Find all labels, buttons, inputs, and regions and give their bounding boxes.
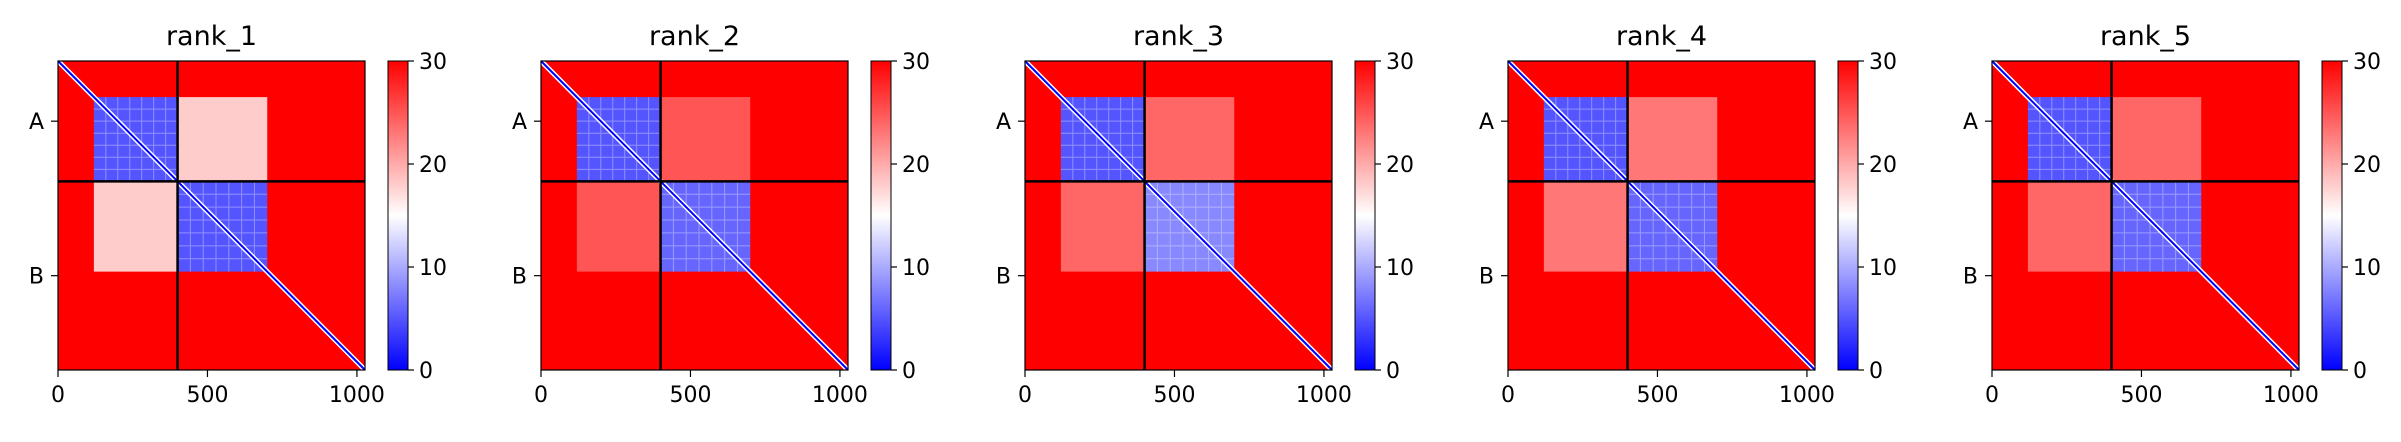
x-tick-label: 1000 [329, 383, 385, 408]
colorbar-tick-label: 0 [419, 359, 433, 384]
colorbar-tick-label: 20 [2353, 153, 2381, 178]
x-tick-label: 0 [534, 383, 548, 408]
x-tick-label: 1000 [812, 383, 868, 408]
colorbar [2321, 60, 2343, 371]
panel-title: rank_1 [166, 21, 257, 52]
y-tick-label: B [996, 265, 1011, 290]
x-tick-label: 500 [1153, 383, 1195, 408]
colorbar-tick-label: 10 [1869, 256, 1897, 281]
heatmap-block-5 [93, 181, 178, 272]
domain-texture [2027, 97, 2202, 272]
y-tick-label: A [512, 110, 527, 135]
heatmap-block-3 [1543, 181, 1628, 272]
axes-frame [1024, 60, 1333, 371]
y-tick-label: A [1479, 110, 1494, 135]
x-tick-label: 0 [1985, 383, 1999, 408]
colorbar-tick-label: 30 [902, 50, 930, 75]
panel-title: rank_5 [2100, 21, 2191, 52]
heatmap-block-3 [1060, 181, 1145, 272]
heatmap-block-4 [177, 97, 268, 182]
y-tick-label: B [1963, 265, 1978, 290]
heatmap-block-3 [576, 181, 661, 272]
y-tick-label: B [1479, 265, 1494, 290]
x-tick-label: 0 [1501, 383, 1515, 408]
panel-rank_1: rank_1 0 500 1000 A B 0 10 20 30 [29, 21, 447, 408]
colorbar-tick-label: 0 [2353, 359, 2367, 384]
colorbar-tick-label: 0 [902, 359, 916, 384]
axes-frame [1507, 60, 1816, 371]
panel-title: rank_4 [1616, 21, 1707, 52]
heatmap-block-3 [2027, 181, 2112, 272]
panel-rank_5: rank_5 0 500 1000 A B 0 10 20 30 [1963, 21, 2381, 408]
colorbar-tick-label: 10 [1386, 256, 1414, 281]
diagonal-line [540, 60, 849, 371]
diagonal-line [57, 60, 366, 371]
axes-frame [1991, 60, 2300, 371]
heatmap-block-2 [1627, 97, 1718, 182]
colorbar [1354, 60, 1376, 371]
colorbar-tick-label: 30 [2353, 50, 2381, 75]
x-tick-label: 500 [2120, 383, 2162, 408]
colorbar-tick-label: 30 [1869, 50, 1897, 75]
axes-frame [540, 60, 849, 371]
diagonal-line [1991, 60, 2300, 371]
panel-title: rank_2 [649, 21, 740, 52]
colorbar [387, 60, 409, 371]
x-tick-label: 500 [186, 383, 228, 408]
colorbar-tick-label: 10 [419, 256, 447, 281]
colorbar-tick-label: 0 [1869, 359, 1883, 384]
y-tick-label: A [996, 110, 1011, 135]
x-tick-label: 1000 [1779, 383, 1835, 408]
x-tick-label: 0 [51, 383, 65, 408]
y-tick-label: A [29, 110, 44, 135]
y-tick-label: B [29, 265, 44, 290]
colorbar [870, 60, 892, 371]
colorbar-tick-label: 30 [419, 50, 447, 75]
heatmap-block-2 [2111, 97, 2202, 182]
heatmap-block-2 [660, 97, 751, 182]
heatmap-block-2 [1144, 97, 1235, 182]
colorbar-tick-label: 20 [419, 153, 447, 178]
colorbar-tick-label: 10 [902, 256, 930, 281]
colorbar-tick-label: 20 [1386, 153, 1414, 178]
diagonal-line [1024, 60, 1333, 371]
colorbar-tick-label: 0 [1386, 359, 1400, 384]
x-tick-label: 1000 [1296, 383, 1352, 408]
colorbar-tick-label: 20 [1869, 153, 1897, 178]
colorbar-tick-label: 30 [1386, 50, 1414, 75]
colorbar-tick-label: 10 [2353, 256, 2381, 281]
panel-title: rank_3 [1133, 21, 1224, 52]
y-tick-label: A [1963, 110, 1978, 135]
x-tick-label: 1000 [2263, 383, 2319, 408]
axes-frame [57, 60, 366, 371]
panel-rank_3: rank_3 0 500 1000 A B 0 10 20 30 [996, 21, 1414, 408]
colorbar-tick-label: 20 [902, 153, 930, 178]
x-tick-label: 0 [1018, 383, 1032, 408]
panel-rank_2: rank_2 0 500 1000 A B 0 10 20 30 [512, 21, 930, 408]
colorbar [1837, 60, 1859, 371]
diagonal-line [1507, 60, 1816, 371]
x-tick-label: 500 [669, 383, 711, 408]
x-tick-label: 500 [1636, 383, 1678, 408]
y-tick-label: B [512, 265, 527, 290]
panel-rank_4: rank_4 0 500 1000 A B 0 10 20 30 [1479, 21, 1897, 408]
